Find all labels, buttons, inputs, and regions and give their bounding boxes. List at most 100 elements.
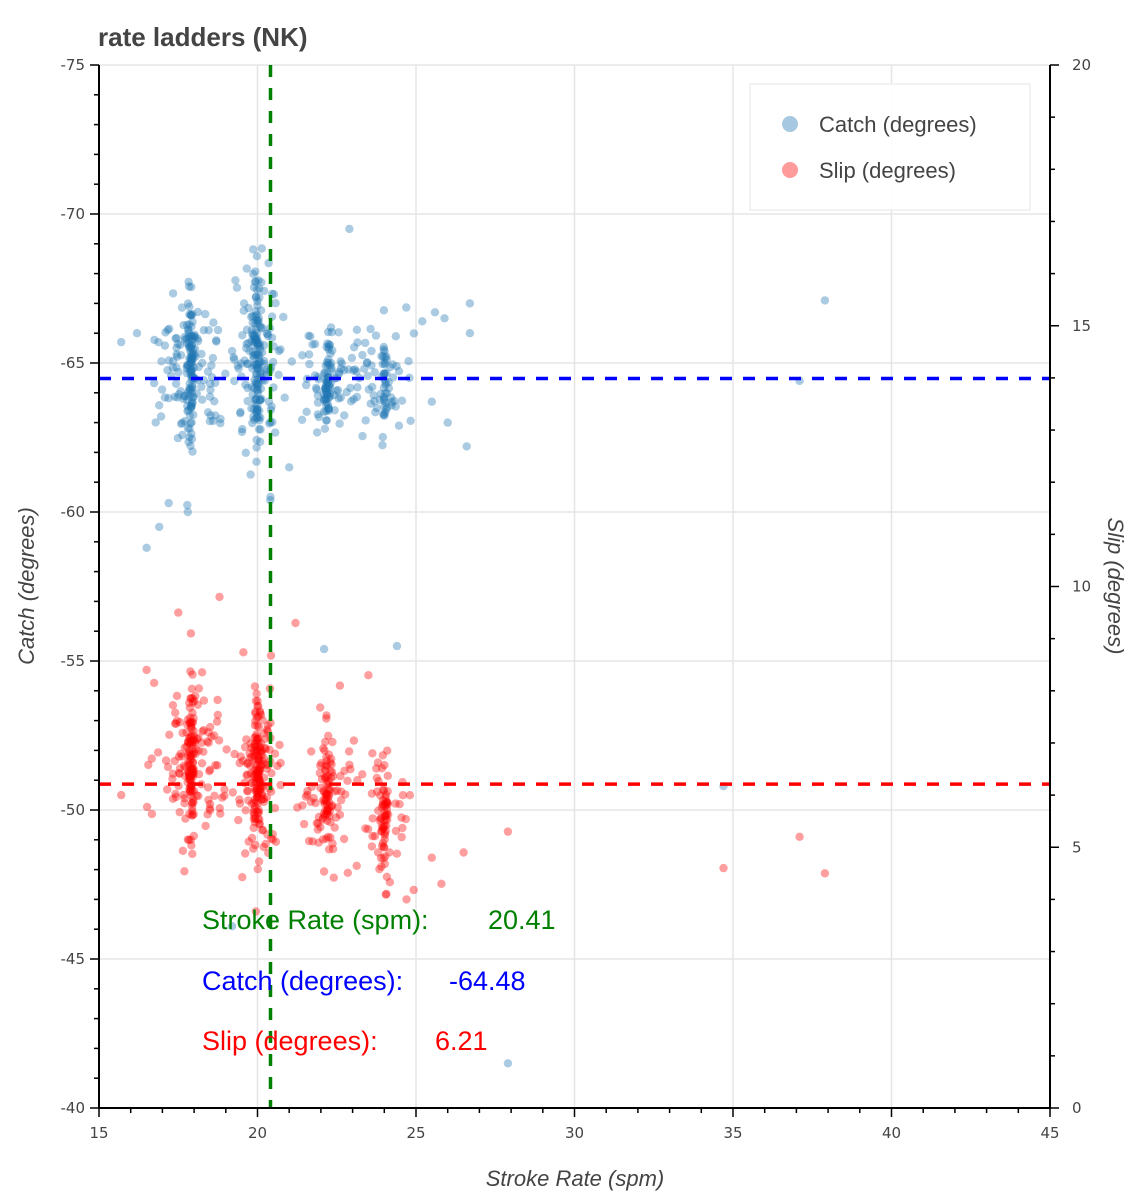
slip-point [186, 772, 196, 781]
slip-point [185, 703, 195, 712]
slip-point [320, 796, 329, 806]
catch-point [323, 361, 332, 370]
catch-point [176, 387, 185, 396]
catch-point [308, 340, 317, 349]
catch-point [236, 407, 245, 417]
catch-point [253, 406, 262, 415]
catch-point [462, 442, 471, 451]
slip-point [325, 803, 334, 812]
catch-point [176, 340, 185, 349]
catch-point [241, 380, 250, 389]
catch-point [324, 385, 333, 394]
catch-point [250, 319, 260, 328]
catch-point [243, 383, 252, 393]
catch-point [187, 397, 197, 406]
catch-point [157, 357, 166, 366]
catch-point [193, 334, 202, 343]
slip-point [230, 749, 239, 759]
catch-point [253, 388, 263, 397]
catch-point [322, 416, 331, 425]
slip-point [234, 815, 243, 825]
y-left-tick-label: -50 [61, 801, 86, 819]
slip-point [328, 801, 337, 810]
catch-point [255, 406, 264, 415]
catch-point [251, 332, 261, 341]
catch-point [361, 416, 370, 425]
annotation-stroke-rate-value: 20.41 [488, 905, 556, 935]
catch-point [252, 435, 261, 445]
slip-point [163, 785, 172, 794]
catch-point [465, 299, 475, 308]
slip-point [186, 752, 195, 761]
slip-point [188, 698, 198, 707]
catch-point [250, 415, 259, 424]
slip-point [379, 786, 389, 795]
slip-point [318, 835, 328, 844]
slip-point [188, 798, 197, 808]
slip-point [339, 834, 349, 844]
slip-point [186, 694, 195, 703]
slip-point [380, 816, 389, 825]
slip-point [381, 852, 390, 861]
slip-point [252, 689, 261, 698]
slip-point [187, 750, 196, 759]
slip-point [323, 771, 332, 781]
slip-point [361, 824, 370, 833]
catch-point [392, 362, 401, 371]
catch-point [325, 361, 335, 370]
catch-point [352, 392, 362, 402]
slip-point [322, 790, 331, 800]
catch-point [179, 321, 188, 330]
catch-point [247, 336, 256, 346]
catch-point [248, 330, 257, 339]
slip-point [398, 791, 408, 800]
catch-point [503, 1059, 513, 1068]
slip-point [358, 770, 367, 779]
slip-point [253, 773, 262, 783]
slip-point [213, 761, 222, 770]
catch-point [353, 338, 362, 347]
catch-point [253, 335, 262, 344]
slip-point [321, 737, 330, 747]
slip-point [391, 826, 401, 836]
slip-point [188, 807, 197, 816]
catch-point [380, 402, 389, 411]
catch-point [323, 369, 332, 378]
slip-point [250, 721, 260, 730]
catch-point [172, 343, 181, 352]
slip-point [316, 761, 325, 770]
slip-point [180, 794, 189, 803]
slip-point [382, 821, 391, 830]
catch-point [368, 382, 377, 392]
catch-point [324, 405, 333, 414]
slip-point [187, 770, 196, 779]
catch-point [185, 424, 194, 433]
catch-point [185, 367, 194, 377]
catch-point [271, 428, 280, 437]
catch-point [379, 392, 389, 402]
slip-point [194, 770, 204, 779]
slip-point [327, 768, 337, 777]
slip-point [256, 710, 266, 720]
catch-point [250, 384, 259, 393]
slip-point [177, 752, 187, 761]
slip-point [252, 785, 262, 794]
slip-point [254, 774, 264, 783]
catch-point [185, 411, 195, 420]
catch-point [186, 353, 195, 362]
slip-point [250, 818, 260, 827]
slip-point [189, 737, 198, 746]
slip-point [402, 895, 411, 904]
slip-point [249, 844, 258, 853]
slip-point [262, 793, 272, 802]
catch-point [381, 408, 390, 417]
slip-point [185, 775, 194, 785]
catch-point [179, 394, 188, 404]
catch-point [285, 463, 294, 472]
catch-point [252, 405, 261, 414]
slip-point [385, 878, 395, 887]
slip-point [117, 790, 126, 800]
catch-point [306, 332, 315, 341]
catch-point [256, 437, 265, 446]
slip-point [187, 693, 196, 703]
